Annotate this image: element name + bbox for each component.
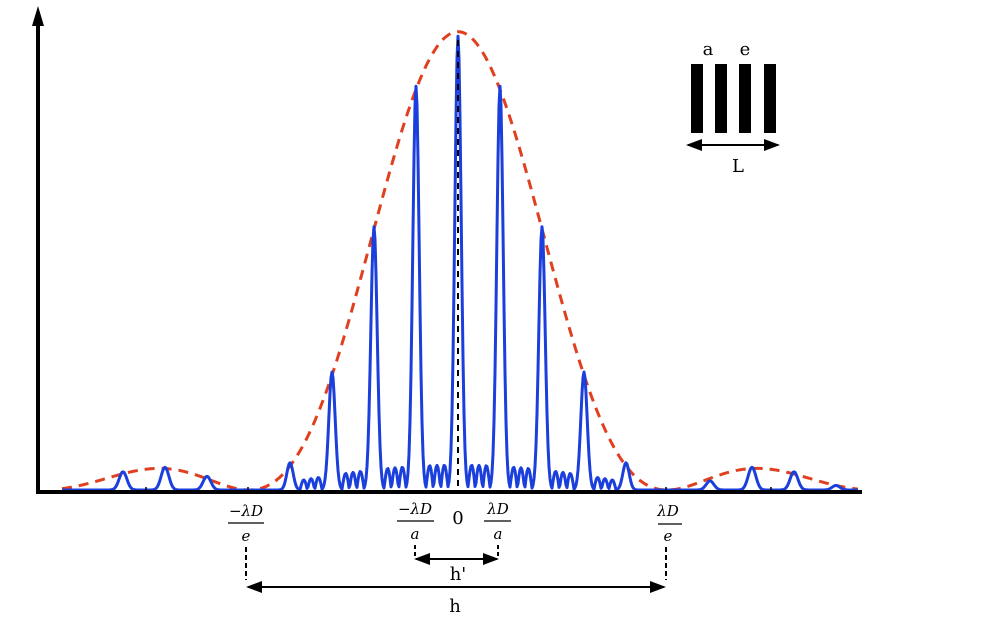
svg-text:a: a — [411, 525, 420, 543]
interference-pattern — [61, 34, 859, 492]
envelope-curve — [61, 30, 859, 492]
tick-label-pos-e: λD e — [656, 502, 682, 580]
center-label: 0 — [452, 508, 463, 529]
svg-text:−λD: −λD — [229, 502, 263, 520]
svg-text:λD: λD — [656, 502, 679, 520]
y-axis-arrow-icon — [32, 6, 44, 26]
h-prime-dimension: h' — [414, 553, 499, 585]
svg-text:h': h' — [450, 564, 467, 585]
tick-label-neg-e: −λD e — [228, 502, 264, 580]
svg-text:a: a — [494, 525, 503, 543]
grating-icon: a e L — [686, 39, 780, 177]
svg-text:−λD: −λD — [398, 500, 432, 518]
tick-label-neg-a: −λD a — [397, 500, 434, 558]
svg-text:e: e — [664, 527, 673, 545]
svg-text:h: h — [449, 596, 461, 617]
x-ticks — [145, 487, 772, 492]
svg-text:e: e — [242, 527, 251, 545]
axes — [32, 6, 862, 494]
tick-label-pos-a: λD a — [484, 500, 511, 558]
svg-text:L: L — [732, 156, 744, 177]
svg-text:e: e — [740, 39, 751, 60]
h-dimension: h — [246, 581, 666, 617]
svg-text:a: a — [703, 39, 714, 60]
svg-text:λD: λD — [486, 500, 509, 518]
